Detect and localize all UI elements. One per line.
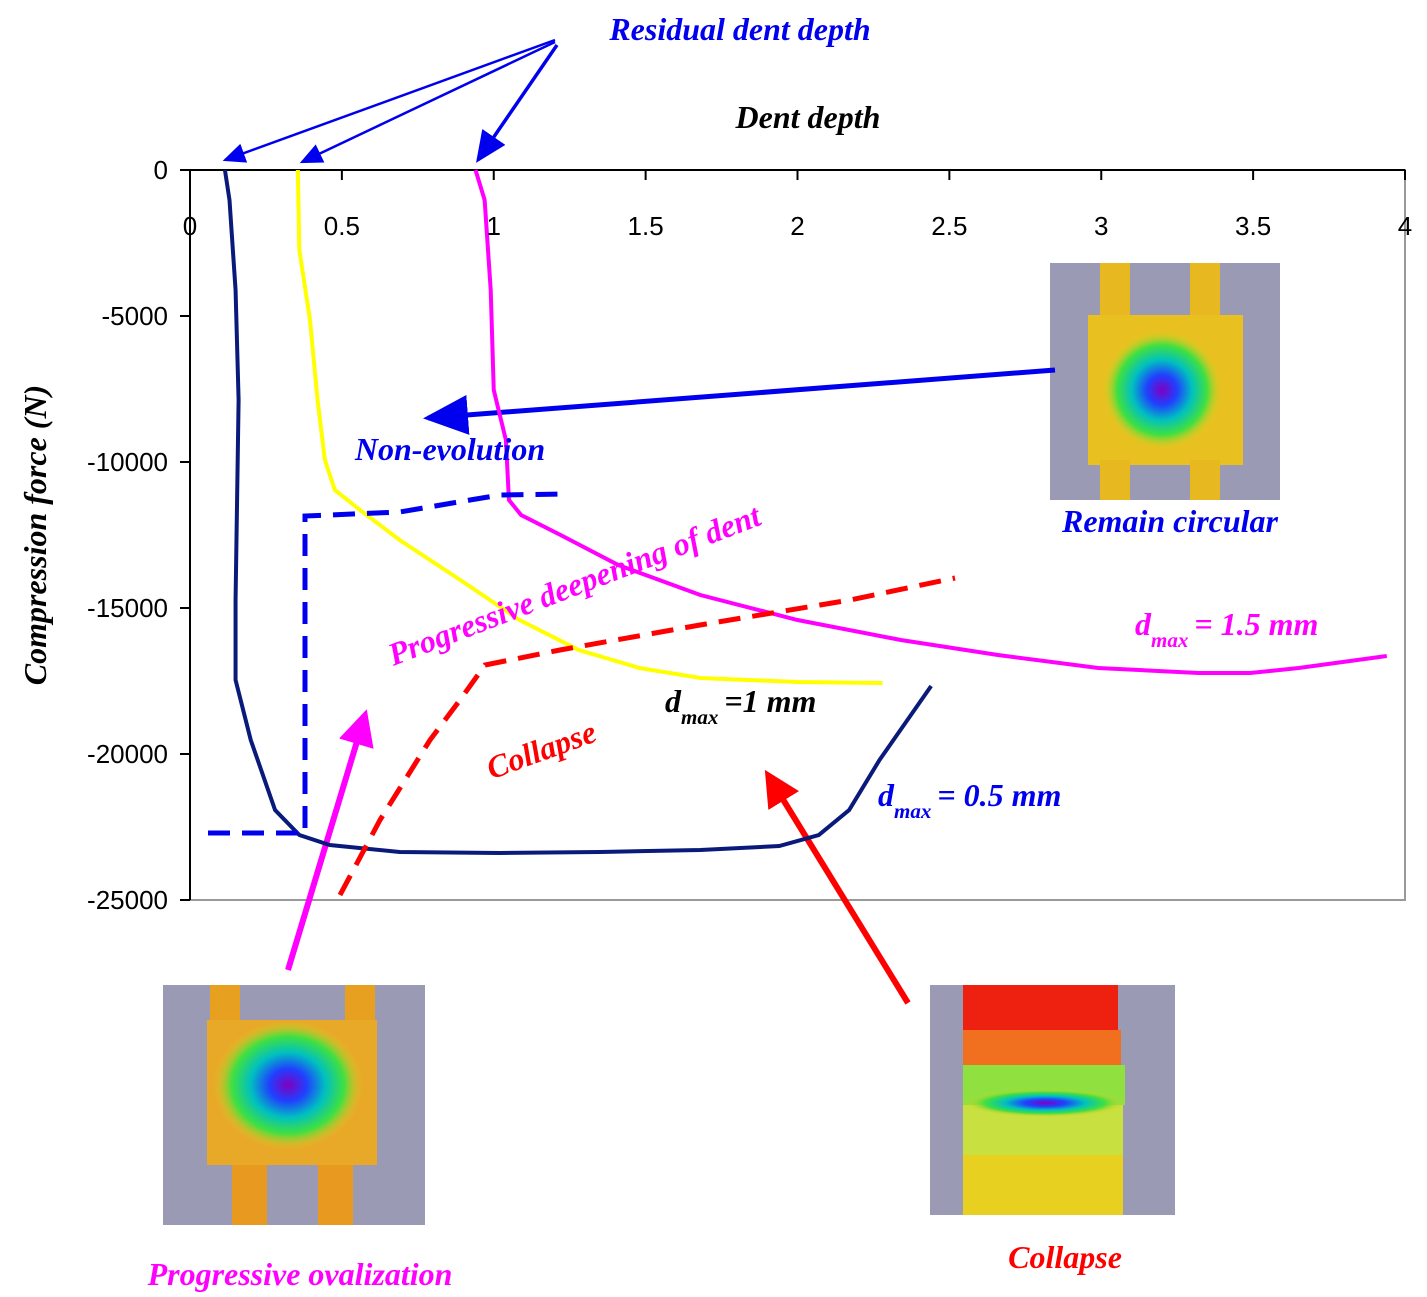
image-circular bbox=[1050, 263, 1280, 500]
y-tick-label: -25000 bbox=[87, 885, 168, 915]
annotation: Collapse bbox=[1008, 1239, 1122, 1275]
annotation: Residual dent depth bbox=[608, 11, 870, 47]
annotation: Remain circular bbox=[1061, 503, 1279, 539]
y-tick-label: 0 bbox=[154, 155, 168, 185]
series-line bbox=[295, 169, 883, 685]
region-boundary bbox=[208, 491, 566, 836]
x-tick-label: 1 bbox=[487, 211, 501, 241]
x-tick-label: 0 bbox=[183, 211, 197, 241]
series-line bbox=[473, 169, 1388, 675]
x-tick-label: 2 bbox=[790, 211, 804, 241]
series-label: dmax = 0.5 mm bbox=[878, 777, 1061, 823]
series-line bbox=[222, 169, 933, 855]
chart-title: Dent depth bbox=[735, 99, 881, 135]
residual-arrows bbox=[222, 38, 559, 164]
x-tick-label: 3.5 bbox=[1235, 211, 1271, 241]
x-tick-label: 4 bbox=[1398, 211, 1412, 241]
arrow bbox=[423, 367, 1056, 435]
x-tick-label: 0.5 bbox=[324, 211, 360, 241]
image-collapse bbox=[930, 985, 1175, 1215]
region-boundary bbox=[337, 575, 956, 897]
y-tick-label: -5000 bbox=[102, 301, 169, 331]
x-tick-label: 1.5 bbox=[628, 211, 664, 241]
series-label: dmax =1 mm bbox=[665, 683, 816, 729]
y-tick-label: -10000 bbox=[87, 447, 168, 477]
x-tick-label: 3 bbox=[1094, 211, 1108, 241]
y-tick-label: -20000 bbox=[87, 739, 168, 769]
arrow bbox=[764, 769, 911, 1005]
annotation: Non-evolution bbox=[354, 431, 545, 467]
x-tick-label: 2.5 bbox=[931, 211, 967, 241]
y-axis-label: Compression force (N) bbox=[17, 385, 53, 685]
annotation: Progressive ovalization bbox=[147, 1256, 453, 1292]
series-label: dmax = 1.5 mm bbox=[1135, 606, 1318, 652]
annotation: Collapse bbox=[482, 713, 601, 786]
image-ovalization bbox=[163, 985, 425, 1225]
y-tick-label: -15000 bbox=[87, 593, 168, 623]
